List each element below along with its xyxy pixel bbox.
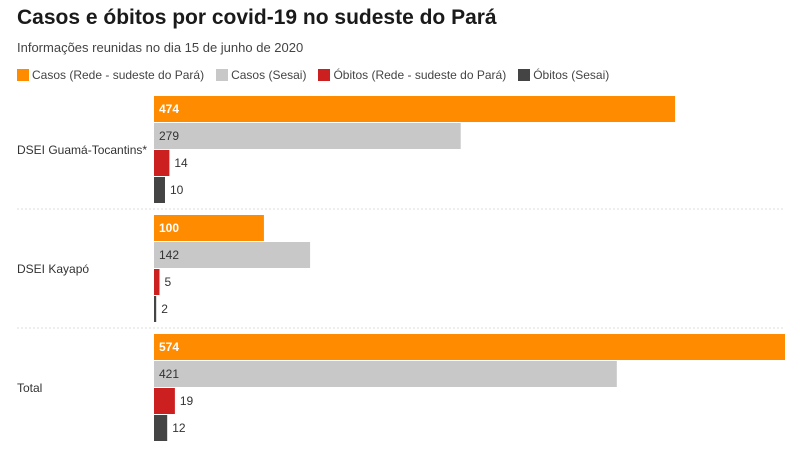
data-label: 142 — [159, 248, 179, 262]
bar — [154, 361, 617, 387]
data-label: 5 — [164, 275, 171, 289]
data-label: 14 — [174, 156, 188, 170]
chart-title: Casos e óbitos por covid-19 no sudeste d… — [17, 6, 497, 29]
bar — [154, 150, 170, 176]
bar — [154, 415, 168, 441]
legend-label: Casos (Sesai) — [231, 68, 307, 82]
bar — [154, 242, 311, 268]
data-label: 100 — [159, 221, 179, 235]
legend-label: Óbitos (Rede - sudeste do Pará) — [333, 68, 507, 82]
legend-item-casos-rede: Casos (Rede - sudeste do Pará) — [17, 68, 204, 82]
legend-label: Casos (Rede - sudeste do Pará) — [32, 68, 205, 82]
legend-item-obitos-sesai: Óbitos (Sesai) — [518, 68, 609, 82]
bar — [154, 123, 461, 149]
category-label: DSEI Kayapó — [17, 262, 89, 276]
bar-chart: DSEI Guamá-Tocantins* 474 279 14 10 DSEI Kaya… — [17, 96, 785, 441]
bar — [154, 334, 785, 360]
bar — [154, 269, 160, 295]
legend-swatch — [216, 69, 229, 81]
legend-label: Óbitos (Sesai) — [533, 68, 610, 82]
data-label: 474 — [159, 102, 179, 116]
category-label: DSEI Guamá-Tocantins* — [17, 143, 147, 157]
bar — [154, 215, 264, 241]
data-label: 19 — [180, 394, 194, 408]
category-label: Total — [17, 381, 42, 395]
chart-subtitle: Informações reunidas no dia 15 de junho … — [17, 40, 304, 55]
legend-item-casos-sesai: Casos (Sesai) — [216, 68, 306, 82]
legend: Casos (Rede - sudeste do Pará) Casos (Se… — [17, 68, 621, 82]
data-label: 12 — [172, 421, 186, 435]
bar — [154, 96, 676, 122]
data-label: 10 — [170, 183, 184, 197]
legend-item-obitos-rede: Óbitos (Rede - sudeste do Pará) — [318, 68, 506, 82]
legend-swatch — [518, 69, 531, 81]
data-label: 2 — [161, 302, 168, 316]
data-label: 574 — [159, 340, 179, 354]
legend-swatch — [318, 69, 331, 81]
bar — [154, 177, 165, 203]
legend-swatch — [17, 69, 29, 81]
bar — [154, 296, 157, 322]
data-label: 421 — [159, 367, 179, 381]
data-label: 279 — [159, 129, 179, 143]
bar — [154, 388, 175, 414]
